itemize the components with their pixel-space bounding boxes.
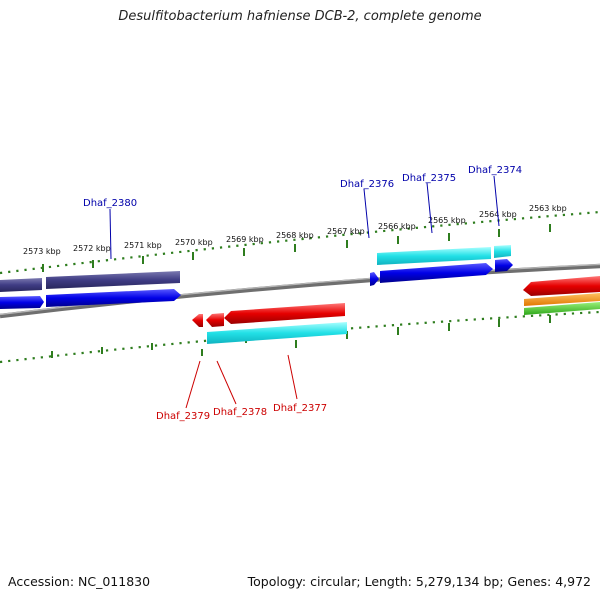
gene-arrow[interactable] (494, 245, 511, 258)
gene-arrow[interactable] (495, 259, 513, 272)
kbp-label: 2565 kbp (428, 216, 466, 225)
kbp-label: 2571 kbp (124, 241, 162, 250)
gene-label[interactable]: Dhaf_2378 (213, 407, 267, 418)
gene-arrow[interactable] (192, 314, 203, 327)
gene-arrow[interactable] (224, 303, 345, 324)
gene-arrow[interactable] (377, 247, 491, 265)
kbp-label: 2569 kbp (226, 235, 264, 244)
kbp-label: 2570 kbp (175, 238, 213, 247)
kbp-label: 2567 kbp (327, 227, 365, 236)
kbp-label: 2566 kbp (378, 222, 416, 231)
forward-leader-lines (109, 175, 500, 260)
inner-scale-arc (0, 310, 600, 364)
genome-backbone (0, 263, 600, 319)
gene-arrow[interactable] (0, 278, 42, 292)
gene-label[interactable]: Dhaf_2374 (468, 165, 522, 176)
gene-arrow[interactable] (524, 302, 600, 315)
genome-title: Desulfitobacterium hafniense DCB-2, comp… (118, 9, 482, 24)
gene-label[interactable]: Dhaf_2377 (273, 403, 327, 414)
gene-label[interactable]: Dhaf_2380 (83, 198, 137, 209)
gene-arrow[interactable] (207, 322, 347, 344)
gene-arrow[interactable] (0, 296, 44, 309)
forward-gene-labels: Dhaf_2380 Dhaf_2376 Dhaf_2375 Dhaf_2374 (83, 165, 522, 209)
reverse-leader-lines (185, 354, 298, 409)
kbp-label: 2568 kbp (276, 231, 314, 240)
gene-arrow[interactable] (370, 272, 379, 286)
gene-label[interactable]: Dhaf_2376 (340, 179, 394, 190)
gene-arrow[interactable] (206, 313, 224, 327)
gene-arrow[interactable] (380, 263, 493, 283)
gene-arrow[interactable] (523, 276, 600, 296)
gene-arrow[interactable] (524, 293, 600, 306)
gene-label[interactable]: Dhaf_2375 (402, 173, 456, 184)
kbp-label: 2563 kbp (529, 204, 567, 213)
kbp-label: 2573 kbp (23, 247, 61, 256)
accession-text: Accession: NC_011830 (8, 574, 151, 589)
gene-arrow[interactable] (46, 289, 181, 307)
genome-summary-text: Topology: circular; Length: 5,279,134 bp… (247, 574, 591, 589)
reverse-gene-labels: Dhaf_2379 Dhaf_2378 Dhaf_2377 (156, 403, 327, 422)
kbp-label: 2572 kbp (73, 244, 111, 253)
major-tick-marks (42, 224, 551, 358)
gene-arrow[interactable] (46, 271, 180, 289)
gene-label[interactable]: Dhaf_2379 (156, 411, 210, 422)
